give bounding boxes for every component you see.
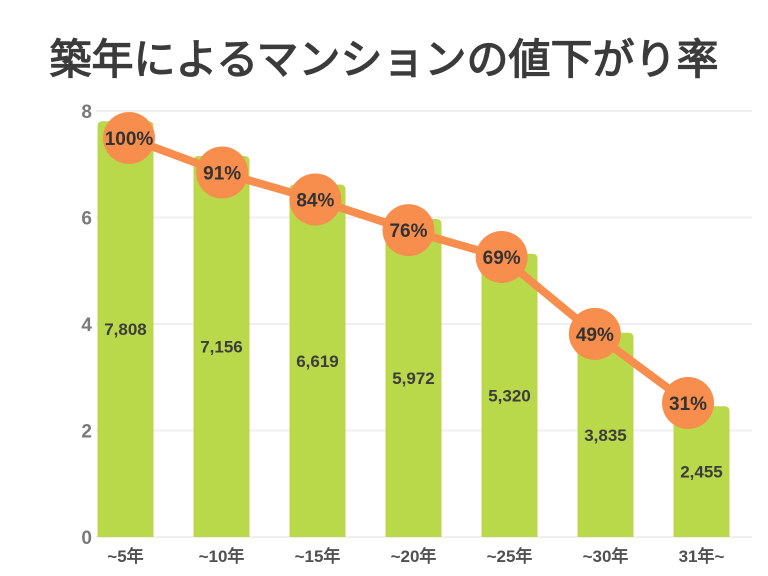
bar — [97, 121, 154, 537]
y-axis-tick-label: 8 — [81, 102, 92, 123]
bar-value-label: 6,619 — [296, 352, 339, 371]
line-marker — [662, 376, 715, 429]
y-axis-tick-label: 2 — [81, 422, 92, 443]
x-axis-category-label: ~15年 — [295, 546, 341, 566]
line-marker — [103, 112, 155, 164]
bar-value-label: 7,808 — [104, 320, 147, 339]
bar — [289, 184, 346, 537]
marker-percent-label: 49% — [576, 325, 614, 346]
x-axis-category-label: ~5年 — [107, 546, 143, 566]
x-axis-category-label: ~30年 — [583, 546, 629, 566]
marker-percent-label: 100% — [105, 129, 154, 150]
x-axis-category-label: ~20年 — [391, 546, 437, 566]
bar — [481, 253, 538, 537]
x-axis-category-label: ~25年 — [487, 546, 533, 566]
bar — [577, 332, 634, 537]
y-axis-tick-label: 0 — [81, 528, 92, 549]
marker-percent-label: 76% — [389, 221, 427, 242]
line-marker — [382, 204, 435, 257]
y-axis-tick-label: 4 — [81, 315, 92, 336]
line-marker — [568, 307, 621, 360]
marker-percent-label: 31% — [669, 394, 707, 415]
bar — [193, 155, 250, 537]
chart-title: 築年によるマンションの値下がり率 — [49, 36, 719, 83]
bar-value-label: 3,835 — [584, 426, 627, 445]
bar — [385, 218, 442, 537]
bar-value-label: 2,455 — [680, 463, 723, 482]
marker-percent-label: 91% — [203, 164, 241, 185]
x-axis-category-label: 31年~ — [679, 546, 725, 566]
bar-value-label: 7,156 — [200, 337, 243, 356]
marker-percent-label: 84% — [296, 190, 334, 211]
marker-percent-label: 69% — [483, 248, 521, 269]
line-marker — [475, 231, 528, 284]
bar-value-label: 5,320 — [488, 386, 531, 405]
bar — [673, 406, 730, 537]
bar-value-label: 5,972 — [392, 369, 435, 388]
x-axis-category-label: ~10年 — [199, 546, 245, 566]
line-marker — [289, 173, 342, 226]
y-axis-tick-label: 6 — [81, 209, 92, 230]
line-marker — [196, 146, 249, 199]
